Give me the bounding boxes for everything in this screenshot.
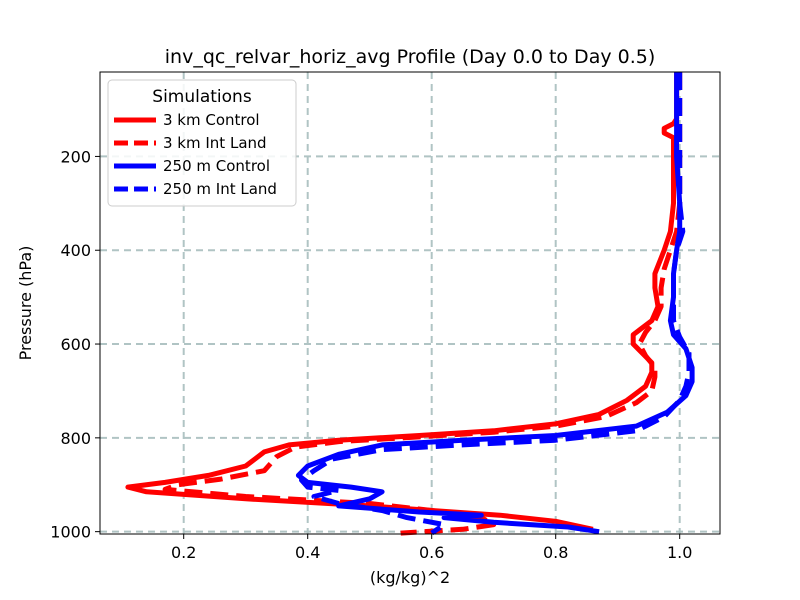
legend-box	[107, 79, 297, 207]
y-tick-label: 600	[60, 335, 91, 354]
legend-title: Simulations	[152, 87, 252, 107]
series-line-2	[295, 72, 695, 535]
plot-frame	[99, 71, 721, 535]
x-tick-label: 0.8	[543, 543, 568, 562]
series-layer	[125, 72, 695, 536]
ticks: 0.2 0.4 0.6 0.8 1.0 200 400 600 800 1000	[50, 147, 692, 562]
x-tick-label: 1.0	[667, 543, 692, 562]
legend-label-3: 250 m Int Land	[163, 180, 277, 198]
series-line-0	[125, 72, 680, 532]
x-tick-label: 0.4	[295, 543, 320, 562]
legend-label-0: 3 km Control	[163, 111, 260, 129]
x-axis-label: (kg/kg)^2	[370, 568, 450, 587]
y-tick-label: 200	[60, 147, 91, 166]
legend-label-2: 250 m Control	[163, 157, 270, 175]
series-line-1	[162, 72, 683, 536]
legend-label-1: 3 km Int Land	[163, 134, 267, 152]
legend-items: 3 km Control 3 km Int Land 250 m Control 25…	[114, 111, 277, 198]
x-tick-label: 0.2	[171, 543, 196, 562]
y-tick-label: 1000	[50, 523, 91, 542]
y-tick-label: 800	[60, 429, 91, 448]
series-line-3	[299, 72, 692, 536]
y-axis-label: Pressure (hPa)	[16, 246, 35, 361]
chart-title: inv_qc_relvar_horiz_avg Profile (Day 0.0…	[165, 46, 656, 68]
x-tick-label: 0.6	[419, 543, 444, 562]
legend: Simulations 3 km Control 3 km Int Land 250…	[107, 79, 297, 207]
grid	[100, 72, 720, 534]
y-tick-label: 400	[60, 241, 91, 260]
